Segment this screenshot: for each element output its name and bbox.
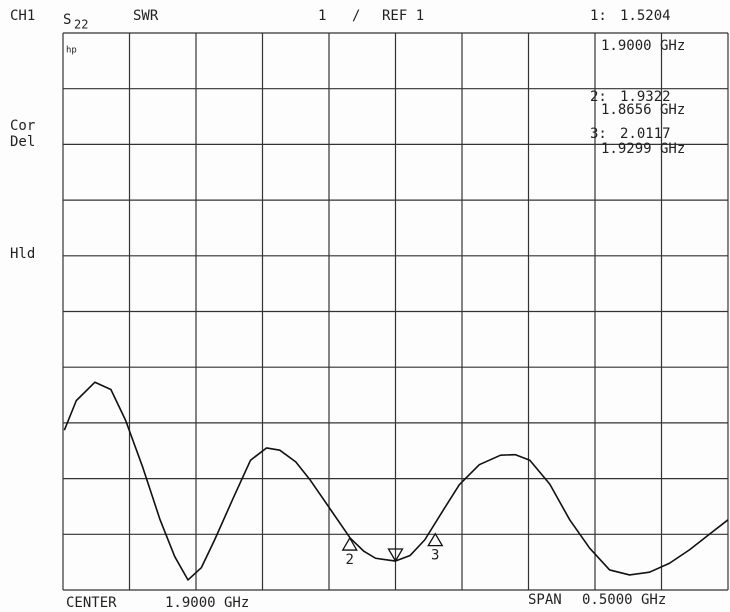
parameter-subscript: 22: [74, 18, 88, 32]
marker-readout-id: 2:: [590, 89, 607, 105]
marker-readout-id: 3:: [590, 126, 607, 142]
marker-tag: 2: [346, 552, 354, 568]
annotation: Cor: [10, 118, 35, 134]
format: SWR: [133, 8, 159, 24]
marker-readout-x: 1.8656 GHz: [601, 102, 685, 118]
marker-readout-value: 2.0117: [620, 126, 671, 142]
scale-separator: /: [352, 8, 360, 24]
center-label: CENTER: [66, 595, 117, 611]
logo: hp: [66, 46, 77, 56]
scale: 1: [318, 8, 326, 24]
span-value: 0.5000 GHz: [582, 592, 666, 608]
span-label: SPAN: [528, 592, 562, 608]
marker-readout-value: 1.5204: [620, 8, 671, 24]
marker: [341, 536, 358, 551]
annotation: Del: [10, 134, 35, 150]
marker: [427, 532, 444, 547]
marker-readout-x: 1.9000 GHz: [601, 38, 685, 54]
reference: REF 1: [382, 8, 424, 24]
marker-readout-id: 1:: [590, 8, 607, 24]
center-value: 1.9000 GHz: [165, 595, 249, 611]
trace: [63, 381, 729, 581]
marker-tag: 3: [431, 548, 439, 564]
parameter: S: [63, 12, 71, 28]
channel: CH1: [10, 8, 35, 24]
marker: [387, 548, 404, 563]
marker-readout-x: 1.9299 GHz: [601, 141, 685, 157]
marker-readout-value: 1.9322: [620, 89, 671, 105]
annotation: Hld: [10, 246, 35, 262]
